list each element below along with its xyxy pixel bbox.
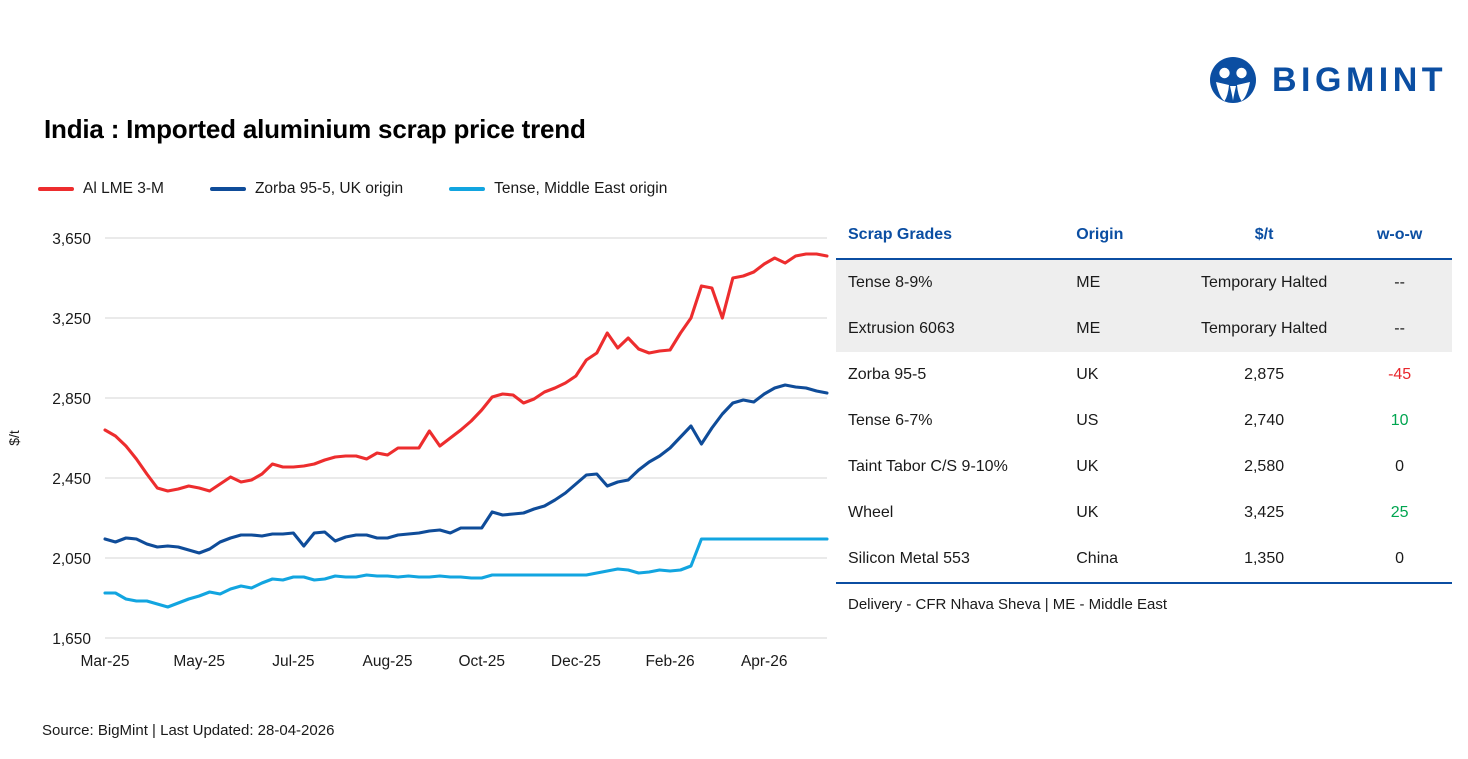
table-body: Tense 8-9% ME Temporary Halted -- Extrusion … [836,259,1452,584]
table-row[interactable]: Silicon Metal 553 China 1,350 0 [836,536,1452,584]
cell-wow-change: 25 [1390,504,1409,521]
y-axis-tick-label: 1,650 [52,631,91,648]
cell-wow-change: -45 [1388,366,1412,383]
cell-price: 3,425 [1244,504,1285,521]
x-axis-tick-label: Jul-25 [272,653,314,670]
x-axis-tick-label: May-25 [173,653,225,670]
legend-swatch-zorba [209,187,246,191]
table-row[interactable]: Wheel UK 3,425 25 [836,490,1452,536]
cell-origin: UK [1076,366,1099,383]
cell-origin: UK [1076,458,1099,475]
cell-origin: China [1076,536,1181,584]
table-row[interactable]: Extrusion 6063 ME Temporary Halted -- [836,306,1452,352]
series-line-tense-middle-east-origin [103,537,829,609]
x-axis-tick-label: Aug-25 [363,653,413,670]
cell-scrap-grade: Zorba 95-5 [848,366,927,383]
y-axis-tick-label: 3,250 [52,311,91,328]
y-axis-tick-label: 3,650 [52,231,91,248]
legend-item-tense: Tense, Middle East origin [449,180,667,198]
bigmint-people-circle-icon [1208,55,1258,105]
x-axis-tick-label: Feb-26 [645,653,694,670]
chart-gridlines [105,237,827,639]
chart-canvas: 1,650 2,050 2,450 2,850 3,250 3,650 Mar-25 May… [6,231,829,670]
table-header: Scrap Grades Origin $/t w-o-w [836,222,1452,259]
table-row[interactable]: Tense 6-7% US 2,740 10 [836,398,1452,444]
legend-label-tense: Tense, Middle East origin [494,180,668,197]
table-footnote: Delivery - CFR Nhava Sheva | ME - Middle… [848,596,1167,613]
cell-price: 2,875 [1244,366,1285,383]
legend-swatch-tense [449,187,486,191]
chart-xtick-labels: Mar-25 May-25 Jul-25 Aug-25 Oct-25 Dec-25 Feb-… [80,653,787,670]
cell-origin: UK [1076,504,1099,521]
price-table-element: Scrap Grades Origin $/t w-o-w Tense 8-9%… [836,222,1452,584]
table-row[interactable]: Tense 8-9% ME Temporary Halted -- [836,259,1452,306]
cell-wow-change: 0 [1347,536,1452,584]
chart-series-lines [103,252,829,609]
chart-ytick-labels: 1,650 2,050 2,450 2,850 3,250 3,650 [52,231,91,648]
column-header-price: $/t [1254,226,1274,243]
series-line-al-lme-3-m [103,252,829,493]
brand-wordmark: BIGMINT [1272,61,1448,99]
x-axis-tick-label: Mar-25 [80,653,129,670]
brand-logo: BIGMINT [1208,52,1468,108]
table-row[interactable]: Taint Tabor C/S 9-10% UK 2,580 0 [836,444,1452,490]
legend-swatch-al-lme [38,187,74,191]
cell-wow-change: -- [1347,259,1452,306]
x-axis-tick-label: Dec-25 [551,653,601,670]
cell-price: 2,740 [1244,412,1285,429]
column-header-origin: Origin [1076,226,1124,243]
x-axis-tick-label: Oct-25 [458,653,505,670]
x-axis-tick-label: Apr-26 [741,653,788,670]
series-line-zorba-95-5-uk-origin [103,383,829,555]
line-chart: 1,650 2,050 2,450 2,850 3,250 3,650 Mar-25 May… [0,218,840,688]
cell-scrap-grade: Taint Tabor C/S 9-10% [848,458,1008,475]
scrap-price-table: Scrap Grades Origin $/t w-o-w Tense 8-9%… [836,222,1452,613]
cell-price: 2,580 [1244,458,1285,475]
y-axis-tick-label: 2,450 [52,471,91,488]
table-row[interactable]: Zorba 95-5 UK 2,875 -45 [836,352,1452,398]
cell-scrap-grade: Silicon Metal 553 [836,536,1077,584]
chart-legend: Al LME 3-M Zorba 95-5, UK origin Tense, … [38,180,667,198]
legend-item-al-lme: Al LME 3-M [38,180,164,198]
cell-origin: ME [1076,306,1181,352]
legend-label-al-lme: Al LME 3-M [83,180,164,197]
cell-scrap-grade: Tense 8-9% [836,259,1077,306]
cell-wow-change: 10 [1390,412,1409,429]
column-header-scrap-grades: Scrap Grades [848,226,953,243]
cell-origin: US [1076,412,1099,429]
source-note: Source: BigMint | Last Updated: 28-04-20… [42,722,335,739]
cell-scrap-grade: Extrusion 6063 [836,306,1077,352]
table-header-row: Scrap Grades Origin $/t w-o-w [836,222,1452,259]
legend-item-zorba: Zorba 95-5, UK origin [209,180,404,198]
column-header-wow: w-o-w [1376,226,1423,243]
y-axis-title: $/t [6,430,22,446]
cell-origin: ME [1076,259,1181,306]
cell-price: Temporary Halted [1180,259,1348,306]
legend-label-zorba: Zorba 95-5, UK origin [254,180,404,197]
cell-price: Temporary Halted [1180,306,1348,352]
page-title: India : Imported aluminium scrap price t… [44,114,586,144]
cell-scrap-grade: Wheel [848,504,894,521]
cell-wow-change: 0 [1395,458,1405,475]
cell-price: 1,350 [1180,536,1348,584]
y-axis-tick-label: 2,050 [52,551,91,568]
cell-wow-change: -- [1347,306,1452,352]
cell-scrap-grade: Tense 6-7% [848,412,933,429]
y-axis-tick-label: 2,850 [52,391,91,408]
